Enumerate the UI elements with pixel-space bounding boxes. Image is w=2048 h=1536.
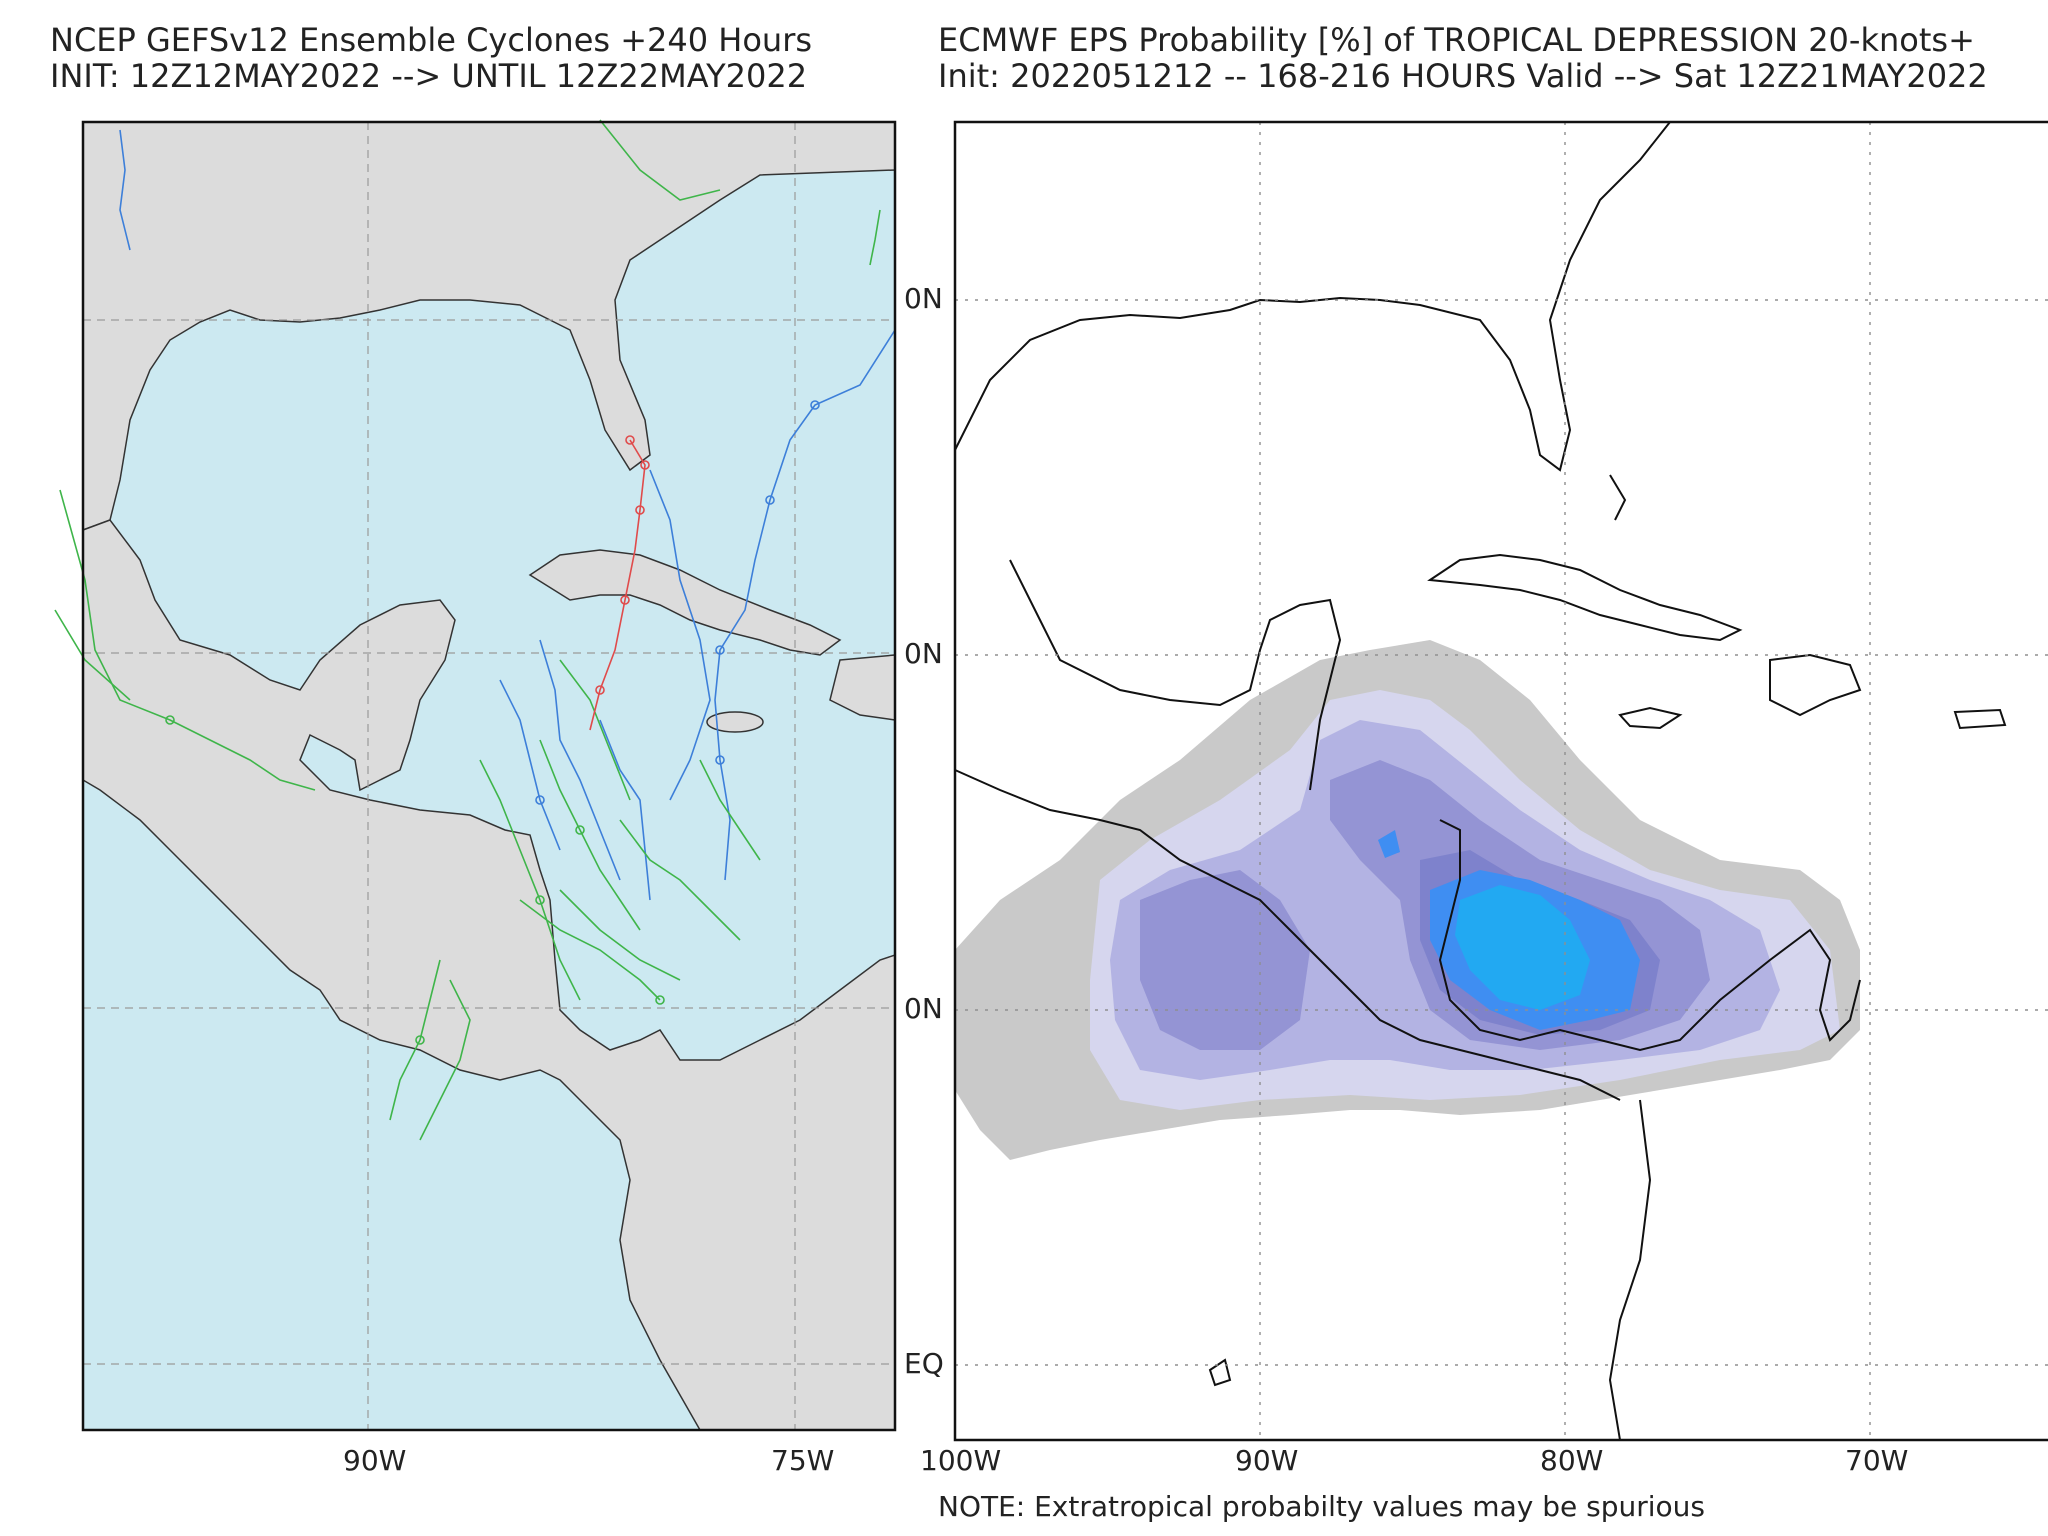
right-xtick-90w: 90W [1235, 1444, 1299, 1477]
track-red-1 [589, 439, 646, 731]
ensemble-tracks [54, 119, 896, 1141]
track-green-10 [559, 889, 681, 981]
track-markers [165, 400, 820, 1045]
prob-contour-6b [1378, 830, 1400, 858]
right-xtick-80w: 80W [1540, 1444, 1604, 1477]
coast-south-america [1608, 1099, 1652, 1441]
left-title-line1: NCEP GEFSv12 Ensemble Cyclones +240 Hour… [50, 21, 813, 59]
coast-jamaica [1618, 706, 1683, 730]
coast-yucatan [1009, 559, 1342, 791]
track-blue-5 [599, 719, 651, 901]
track-green-6 [54, 609, 131, 701]
right-gridlines [955, 122, 2048, 1440]
coast-central-america [954, 769, 1621, 1101]
track-green-11 [519, 899, 661, 1001]
right-coastlines [954, 121, 2007, 1441]
track-green-3 [389, 959, 441, 1121]
track-blue-1 [714, 329, 896, 881]
left-xtick-75w: 75W [771, 1444, 835, 1477]
land-hispaniola [829, 654, 896, 721]
track-blue-2 [649, 469, 711, 801]
left-map-gefs-tracks [54, 119, 897, 1432]
left-gridlines [83, 122, 895, 1430]
track-green-7 [599, 119, 721, 201]
probability-shading [955, 640, 1860, 1160]
right-xtick-70w: 70W [1845, 1444, 1909, 1477]
right-ytick-4: EQ [904, 1347, 944, 1380]
land-cuba [528, 549, 842, 656]
coast-cuba [1427, 553, 1743, 642]
left-xtick-90w: 90W [343, 1444, 407, 1477]
right-ytick-1: 0N [904, 282, 943, 315]
extratropical-note: NOTE: Extratropical probabilty values ma… [938, 1490, 1705, 1523]
prob-contour-7 [1455, 885, 1590, 1010]
coast-puerto-rico [1953, 708, 2007, 730]
right-ytick-3: 0N [904, 992, 943, 1025]
right-ytick-2: 0N [904, 637, 943, 670]
right-title-line1: ECMWF EPS Probability [%] of TROPICAL DE… [938, 21, 1975, 59]
land-us [82, 121, 896, 532]
coast-galapagos [1208, 1358, 1232, 1387]
track-green-5 [59, 489, 316, 791]
track-blue-6 [119, 129, 131, 251]
track-green-9 [619, 819, 741, 941]
track-green-12 [699, 759, 761, 861]
right-title-line2: Init: 2022051212 -- 168-216 HOURS Valid … [938, 57, 1988, 95]
track-blue-3 [539, 639, 621, 881]
track-green-8 [869, 209, 881, 266]
coast-gulf-us [954, 121, 1671, 472]
coast-caribbean-sa [1438, 819, 1861, 1052]
prob-contour-4 [1140, 870, 1310, 1050]
track-green-4 [419, 979, 471, 1141]
track-green-2 [479, 759, 581, 1001]
right-map-frame [953, 120, 2048, 1442]
track-green-1 [539, 739, 641, 931]
coast-hispaniola [1769, 653, 1862, 717]
coast-bahamas [1609, 474, 1627, 521]
track-blue-4 [499, 679, 561, 851]
track-green-13 [559, 659, 631, 801]
land-mexico [82, 519, 896, 1431]
right-xtick-100w: 100W [920, 1444, 1002, 1477]
left-map-frame [81, 120, 897, 1432]
left-title-line2: INIT: 12Z12MAY2022 --> UNTIL 12Z22MAY202… [50, 57, 808, 95]
right-map-ecmwf-probability [953, 120, 2048, 1442]
land-jamaica [706, 711, 764, 733]
